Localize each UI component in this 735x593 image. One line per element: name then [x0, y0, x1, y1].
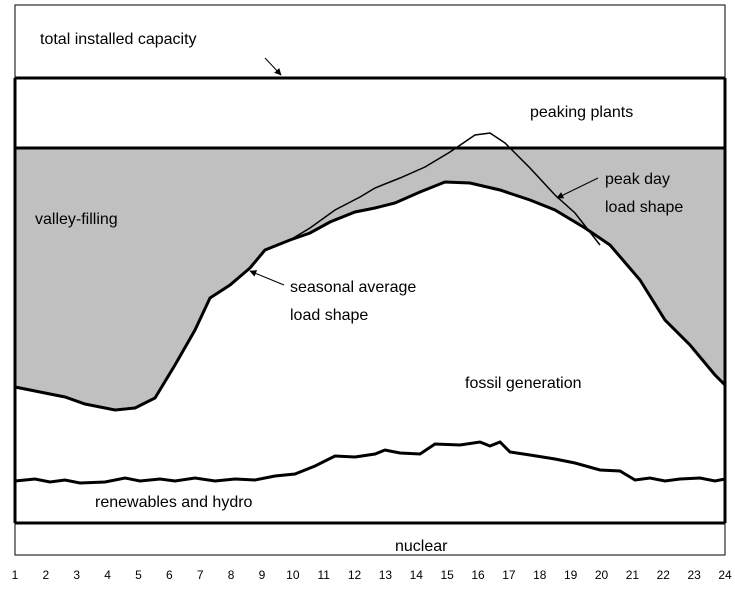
label: nuclear [395, 538, 448, 555]
arrow [249, 270, 285, 286]
x-tick-label: 21 [626, 568, 640, 582]
x-tick-label: 4 [104, 568, 111, 582]
label: peak day [605, 171, 670, 188]
x-tick-label: 12 [348, 568, 362, 582]
x-tick-label: 1 [12, 568, 19, 582]
arrow [556, 177, 599, 199]
x-tick-label: 9 [259, 568, 266, 582]
label: valley-filling [35, 211, 118, 228]
x-tick-label: 3 [73, 568, 80, 582]
x-tick-label: 16 [471, 568, 485, 582]
label: load shape [290, 307, 368, 324]
label: renewables and hydro [95, 494, 253, 511]
label: total installed capacity [40, 31, 197, 48]
x-tick-label: 14 [410, 568, 424, 582]
label: load shape [605, 199, 683, 216]
valley-fill [15, 148, 725, 410]
x-tick-label: 5 [135, 568, 142, 582]
x-tick-label: 17 [502, 568, 516, 582]
x-tick-label: 10 [286, 568, 300, 582]
x-tick-label: 7 [197, 568, 204, 582]
label: seasonal average [290, 279, 416, 296]
x-tick-label: 20 [595, 568, 609, 582]
x-tick-label: 23 [687, 568, 701, 582]
x-tick-label: 2 [43, 568, 50, 582]
peak-day-curve [289, 132, 601, 246]
x-tick-label: 13 [379, 568, 393, 582]
x-tick-label: 19 [564, 568, 578, 582]
label: peaking plants [530, 104, 633, 121]
x-tick-label: 11 [317, 568, 330, 582]
x-tick-label: 22 [657, 568, 671, 582]
x-tick-label: 18 [533, 568, 547, 582]
arrow [264, 57, 282, 76]
renewables-curve [14, 440, 726, 485]
label: fossil generation [465, 375, 582, 392]
seasonal-curve [14, 180, 727, 412]
x-axis: 1 2 3 4 5 6 7 8 9 10 11 12 13 14 15 16 17 18 19 20 21 22 23 24 [12, 568, 732, 582]
x-tick-label: 15 [440, 568, 454, 582]
x-tick-label: 6 [166, 568, 173, 582]
x-tick-label: 24 [718, 568, 732, 582]
x-tick-label: 8 [228, 568, 235, 582]
